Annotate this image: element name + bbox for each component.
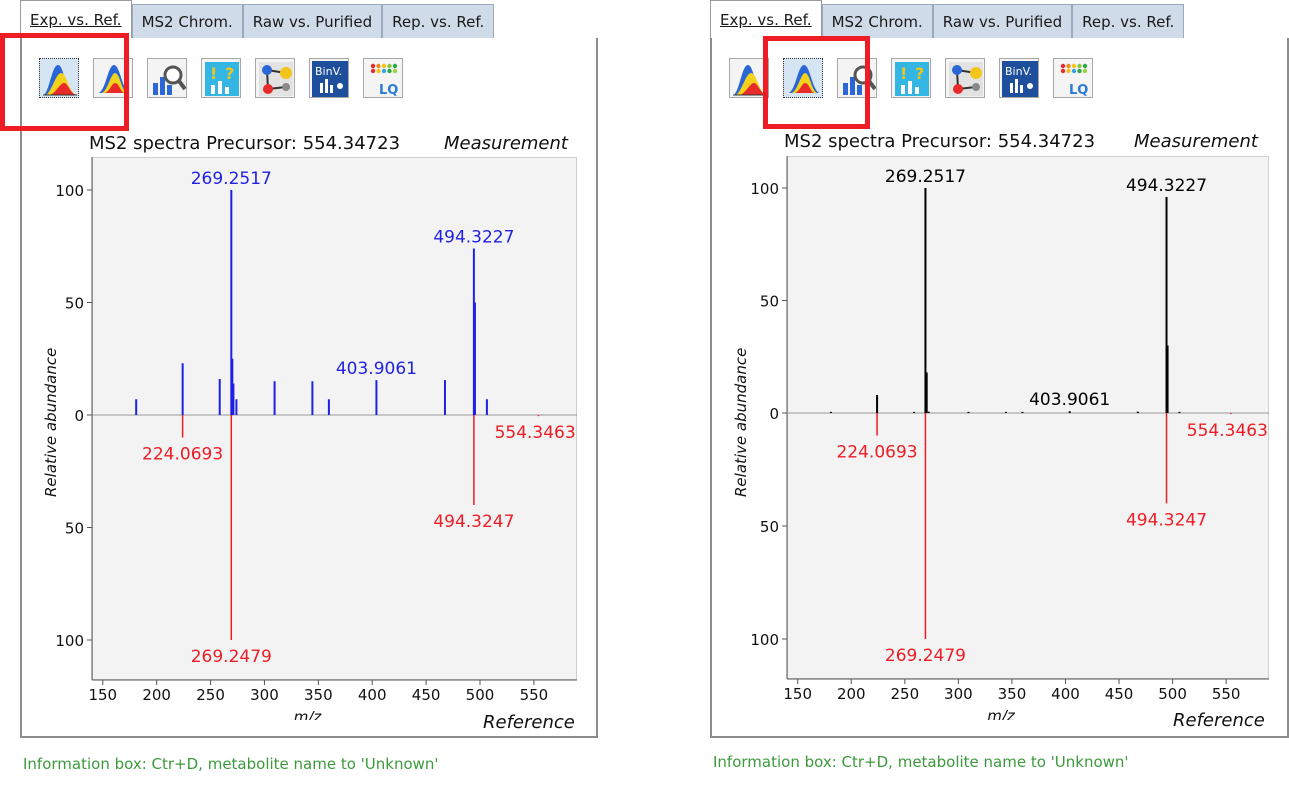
plot-title: MS2 spectra Precursor: 554.34723 bbox=[784, 131, 1096, 152]
y-tick-label: 50 bbox=[760, 518, 779, 536]
toolbar: !? BinV. LQ bbox=[39, 58, 403, 98]
y-tick-label: 100 bbox=[55, 632, 84, 650]
highlight-box bbox=[0, 33, 129, 131]
measurement-peak-label: 269.2517 bbox=[885, 167, 966, 187]
plot-area bbox=[787, 156, 1269, 679]
reference-peak-label: 494.3247 bbox=[1126, 510, 1207, 530]
y-tick-label: 0 bbox=[74, 407, 84, 425]
lq-icon[interactable]: LQ bbox=[363, 58, 403, 98]
x-tick-label: 300 bbox=[944, 685, 973, 703]
compare-icon[interactable]: !? bbox=[891, 58, 931, 98]
x-tick-label: 550 bbox=[1212, 685, 1241, 703]
y-axis-label: Relative abundance bbox=[42, 347, 60, 497]
measurement-label: Measurement bbox=[1134, 131, 1258, 152]
panel-frame bbox=[710, 38, 1289, 738]
toolbar: !? BinV. LQ bbox=[729, 58, 1093, 98]
y-tick-label: 100 bbox=[750, 180, 779, 198]
svg-text:LQ: LQ bbox=[379, 83, 398, 98]
network-icon[interactable] bbox=[945, 58, 985, 98]
y-tick-label: 100 bbox=[55, 182, 84, 200]
x-tick-label: 400 bbox=[358, 686, 387, 704]
left-spectra-panel: Exp. vs. Ref. MS2 Chrom. Raw vs. Purifie… bbox=[0, 0, 598, 788]
tab-exp-vs-ref[interactable]: Exp. vs. Ref. bbox=[710, 0, 822, 38]
binv-icon[interactable]: BinV. bbox=[999, 58, 1039, 98]
mirror-spectrum-chart: 0 50 100 50 100 150 200 250 300 350 400 450 500 550 m/… bbox=[750, 156, 1269, 720]
measurement-peak-label: 269.2517 bbox=[191, 169, 272, 189]
x-tick-label: 150 bbox=[88, 686, 117, 704]
measurement-peak-label: 403.9061 bbox=[1029, 390, 1110, 410]
x-axis-label: m/z bbox=[987, 707, 1016, 720]
network-icon[interactable] bbox=[255, 58, 295, 98]
binv-text: BinV. bbox=[1005, 65, 1032, 78]
reference-peak-label: 224.0693 bbox=[836, 443, 917, 463]
panel-frame bbox=[20, 38, 598, 738]
tab-exp-vs-ref[interactable]: Exp. vs. Ref. bbox=[20, 0, 132, 38]
reference-peak-label: 269.2479 bbox=[191, 647, 272, 667]
y-tick-label: 0 bbox=[769, 405, 779, 423]
x-tick-label: 450 bbox=[412, 686, 441, 704]
reference-peak-label: 269.2479 bbox=[885, 646, 966, 666]
compare-icon[interactable]: !? bbox=[201, 58, 241, 98]
measurement-peak-label: 494.3227 bbox=[1126, 176, 1207, 196]
y-tick-label: 100 bbox=[750, 631, 779, 649]
measurement-peak-label: 494.3227 bbox=[433, 228, 514, 248]
spectrum-overlay-icon[interactable] bbox=[39, 58, 79, 98]
info-box-text: Information box: Ctr+D, metabolite name … bbox=[713, 753, 1129, 771]
tab-ms2-chrom[interactable]: MS2 Chrom. bbox=[131, 4, 243, 38]
y-axis-label: Relative abundance bbox=[732, 347, 750, 497]
svg-text:?: ? bbox=[225, 64, 234, 83]
x-tick-label: 200 bbox=[142, 686, 171, 704]
lq-icon[interactable]: LQ bbox=[1053, 58, 1093, 98]
reference-peak-label: 554.3463 bbox=[495, 423, 576, 443]
measurement-peak-label: 403.9061 bbox=[336, 359, 417, 379]
tab-raw-vs-purified[interactable]: Raw vs. Purified bbox=[242, 4, 383, 38]
tab-rep-vs-ref[interactable]: Rep. vs. Ref. bbox=[1072, 4, 1185, 38]
y-tick-label: 50 bbox=[760, 293, 779, 311]
spectrum-overlay-icon[interactable] bbox=[729, 58, 769, 98]
tab-rep-vs-ref[interactable]: Rep. vs. Ref. bbox=[382, 4, 495, 38]
x-axis-label: m/z bbox=[294, 708, 323, 720]
binv-text: BinV. bbox=[315, 65, 342, 78]
reference-peak-label: 224.0693 bbox=[142, 445, 223, 465]
x-tick-label: 500 bbox=[1158, 685, 1187, 703]
reference-label: Reference bbox=[483, 712, 575, 733]
x-tick-label: 350 bbox=[998, 685, 1027, 703]
x-tick-label: 300 bbox=[250, 686, 279, 704]
x-tick-label: 550 bbox=[520, 686, 549, 704]
y-tick-label: 50 bbox=[65, 295, 84, 313]
svg-text:LQ: LQ bbox=[1069, 83, 1088, 98]
measurement-label: Measurement bbox=[444, 133, 568, 154]
tab-raw-vs-purified[interactable]: Raw vs. Purified bbox=[932, 4, 1073, 38]
plot-title: MS2 spectra Precursor: 554.34723 bbox=[89, 133, 401, 154]
highlight-box bbox=[763, 36, 870, 129]
reference-peak-label: 494.3247 bbox=[433, 512, 514, 532]
x-tick-label: 150 bbox=[783, 685, 812, 703]
x-tick-label: 250 bbox=[891, 685, 920, 703]
tab-strip: Exp. vs. Ref. MS2 Chrom. Raw vs. Purifie… bbox=[20, 0, 495, 38]
plot-area bbox=[92, 157, 577, 680]
tab-ms2-chrom[interactable]: MS2 Chrom. bbox=[821, 4, 933, 38]
reference-peak-label: 554.3463 bbox=[1187, 421, 1268, 441]
x-tick-label: 400 bbox=[1051, 685, 1080, 703]
y-tick-label: 50 bbox=[65, 520, 84, 538]
svg-text:!: ! bbox=[210, 64, 217, 83]
reference-label: Reference bbox=[1173, 710, 1265, 731]
binv-icon[interactable]: BinV. bbox=[309, 58, 349, 98]
x-tick-label: 200 bbox=[837, 685, 866, 703]
x-tick-label: 500 bbox=[466, 686, 495, 704]
tab-strip: Exp. vs. Ref. MS2 Chrom. Raw vs. Purifie… bbox=[710, 0, 1185, 38]
mirror-spectrum-chart: 0 50 100 50 100 150 200 250 300 350 400 450 500 550 m/… bbox=[55, 157, 577, 720]
x-tick-label: 250 bbox=[196, 686, 225, 704]
info-box-text: Information box: Ctr+D, metabolite name … bbox=[23, 755, 439, 773]
svg-text:!: ! bbox=[900, 64, 907, 83]
x-tick-label: 350 bbox=[304, 686, 333, 704]
svg-text:?: ? bbox=[915, 64, 924, 83]
right-spectra-panel: Exp. vs. Ref. MS2 Chrom. Raw vs. Purifie… bbox=[710, 0, 1289, 788]
x-tick-label: 450 bbox=[1105, 685, 1134, 703]
spectrum-mirror-icon[interactable] bbox=[783, 58, 823, 98]
spectrum-zoom-icon[interactable] bbox=[147, 58, 187, 98]
